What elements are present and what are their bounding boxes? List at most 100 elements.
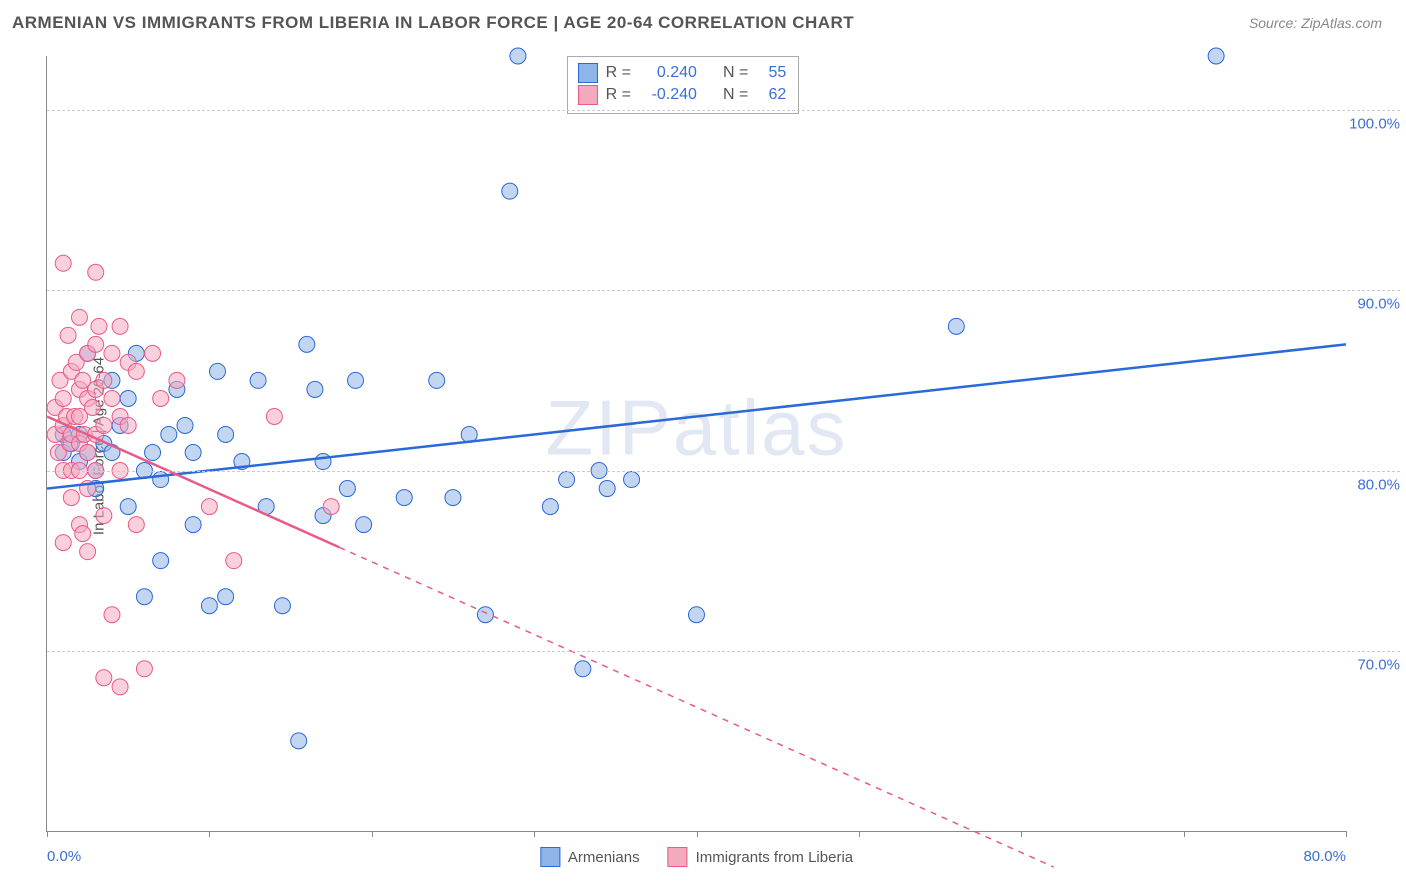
scatter-point — [445, 490, 461, 506]
scatter-point — [477, 607, 493, 623]
scatter-point — [112, 679, 128, 695]
scatter-point — [80, 544, 96, 560]
scatter-point — [201, 499, 217, 515]
scatter-point — [136, 589, 152, 605]
xtick — [1021, 831, 1022, 837]
scatter-point — [71, 309, 87, 325]
scatter-point — [161, 426, 177, 442]
scatter-point — [689, 607, 705, 623]
scatter-point — [96, 670, 112, 686]
scatter-point — [55, 255, 71, 271]
scatter-point — [185, 517, 201, 533]
scatter-point — [542, 499, 558, 515]
scatter-point — [153, 390, 169, 406]
scatter-point — [299, 336, 315, 352]
scatter-point — [75, 526, 91, 542]
scatter-point — [339, 481, 355, 497]
scatter-point — [575, 661, 591, 677]
legend-swatch — [578, 63, 598, 83]
scatter-point — [624, 472, 640, 488]
scatter-point — [136, 661, 152, 677]
scatter-point — [120, 499, 136, 515]
legend-label: Immigrants from Liberia — [696, 849, 854, 866]
scatter-point — [145, 345, 161, 361]
xtick — [1346, 831, 1347, 837]
scatter-point — [218, 589, 234, 605]
stats-legend-box: R =0.240N =55R =-0.240N =62 — [567, 56, 800, 114]
gridline-h — [47, 290, 1400, 291]
gridline-h — [47, 651, 1400, 652]
scatter-point — [429, 372, 445, 388]
legend-swatch — [540, 847, 560, 867]
scatter-point — [84, 399, 100, 415]
scatter-point — [274, 598, 290, 614]
scatter-point — [128, 517, 144, 533]
scatter-point — [177, 417, 193, 433]
legend-swatch — [578, 85, 598, 105]
scatter-point — [315, 454, 331, 470]
legend-label: Armenians — [568, 849, 640, 866]
scatter-point — [559, 472, 575, 488]
scatter-point — [96, 417, 112, 433]
scatter-point — [209, 363, 225, 379]
scatter-point — [112, 318, 128, 334]
scatter-point — [502, 183, 518, 199]
bottom-legend: Armenians Immigrants from Liberia — [540, 847, 853, 867]
scatter-point — [60, 327, 76, 343]
scatter-point — [266, 408, 282, 424]
ytick-label: 80.0% — [1357, 476, 1400, 493]
stats-row: R =0.240N =55 — [578, 63, 787, 83]
xtick — [372, 831, 373, 837]
scatter-point — [396, 490, 412, 506]
stat-n-label: N = — [723, 64, 748, 82]
xtick — [534, 831, 535, 837]
stat-r-value: -0.240 — [639, 86, 697, 104]
scatter-chart-svg — [47, 56, 1346, 831]
scatter-point — [307, 381, 323, 397]
scatter-point — [348, 372, 364, 388]
gridline-h — [47, 471, 1400, 472]
xtick — [209, 831, 210, 837]
trend-line-solid — [47, 344, 1346, 488]
gridline-h — [47, 110, 1400, 111]
scatter-point — [145, 445, 161, 461]
scatter-point — [153, 472, 169, 488]
ytick-label: 90.0% — [1357, 296, 1400, 313]
scatter-point — [88, 336, 104, 352]
stat-n-label: N = — [723, 86, 748, 104]
scatter-point — [88, 264, 104, 280]
stat-r-label: R = — [606, 64, 631, 82]
scatter-point — [96, 508, 112, 524]
scatter-point — [63, 490, 79, 506]
chart-title: ARMENIAN VS IMMIGRANTS FROM LIBERIA IN L… — [12, 13, 854, 33]
xtick — [859, 831, 860, 837]
legend-item: Immigrants from Liberia — [668, 847, 854, 867]
xtick — [47, 831, 48, 837]
xtick — [1184, 831, 1185, 837]
scatter-point — [55, 390, 71, 406]
scatter-point — [599, 481, 615, 497]
scatter-point — [218, 426, 234, 442]
scatter-point — [1208, 48, 1224, 64]
scatter-point — [91, 318, 107, 334]
scatter-point — [356, 517, 372, 533]
stats-row: R =-0.240N =62 — [578, 85, 787, 105]
scatter-point — [96, 372, 112, 388]
scatter-point — [948, 318, 964, 334]
scatter-point — [104, 607, 120, 623]
plot-area: ZIPatlas R =0.240N =55R =-0.240N =62 Arm… — [46, 56, 1346, 832]
source-name: ZipAtlas.com — [1301, 15, 1382, 31]
ytick-label: 70.0% — [1357, 656, 1400, 673]
scatter-point — [250, 372, 266, 388]
source-attribution: Source: ZipAtlas.com — [1249, 15, 1382, 31]
ytick-label: 100.0% — [1349, 116, 1400, 133]
scatter-point — [128, 363, 144, 379]
scatter-point — [291, 733, 307, 749]
scatter-point — [55, 535, 71, 551]
scatter-point — [323, 499, 339, 515]
xtick — [697, 831, 698, 837]
trend-line-dashed — [339, 547, 1053, 867]
scatter-point — [226, 553, 242, 569]
source-prefix: Source: — [1249, 15, 1301, 31]
scatter-point — [80, 445, 96, 461]
